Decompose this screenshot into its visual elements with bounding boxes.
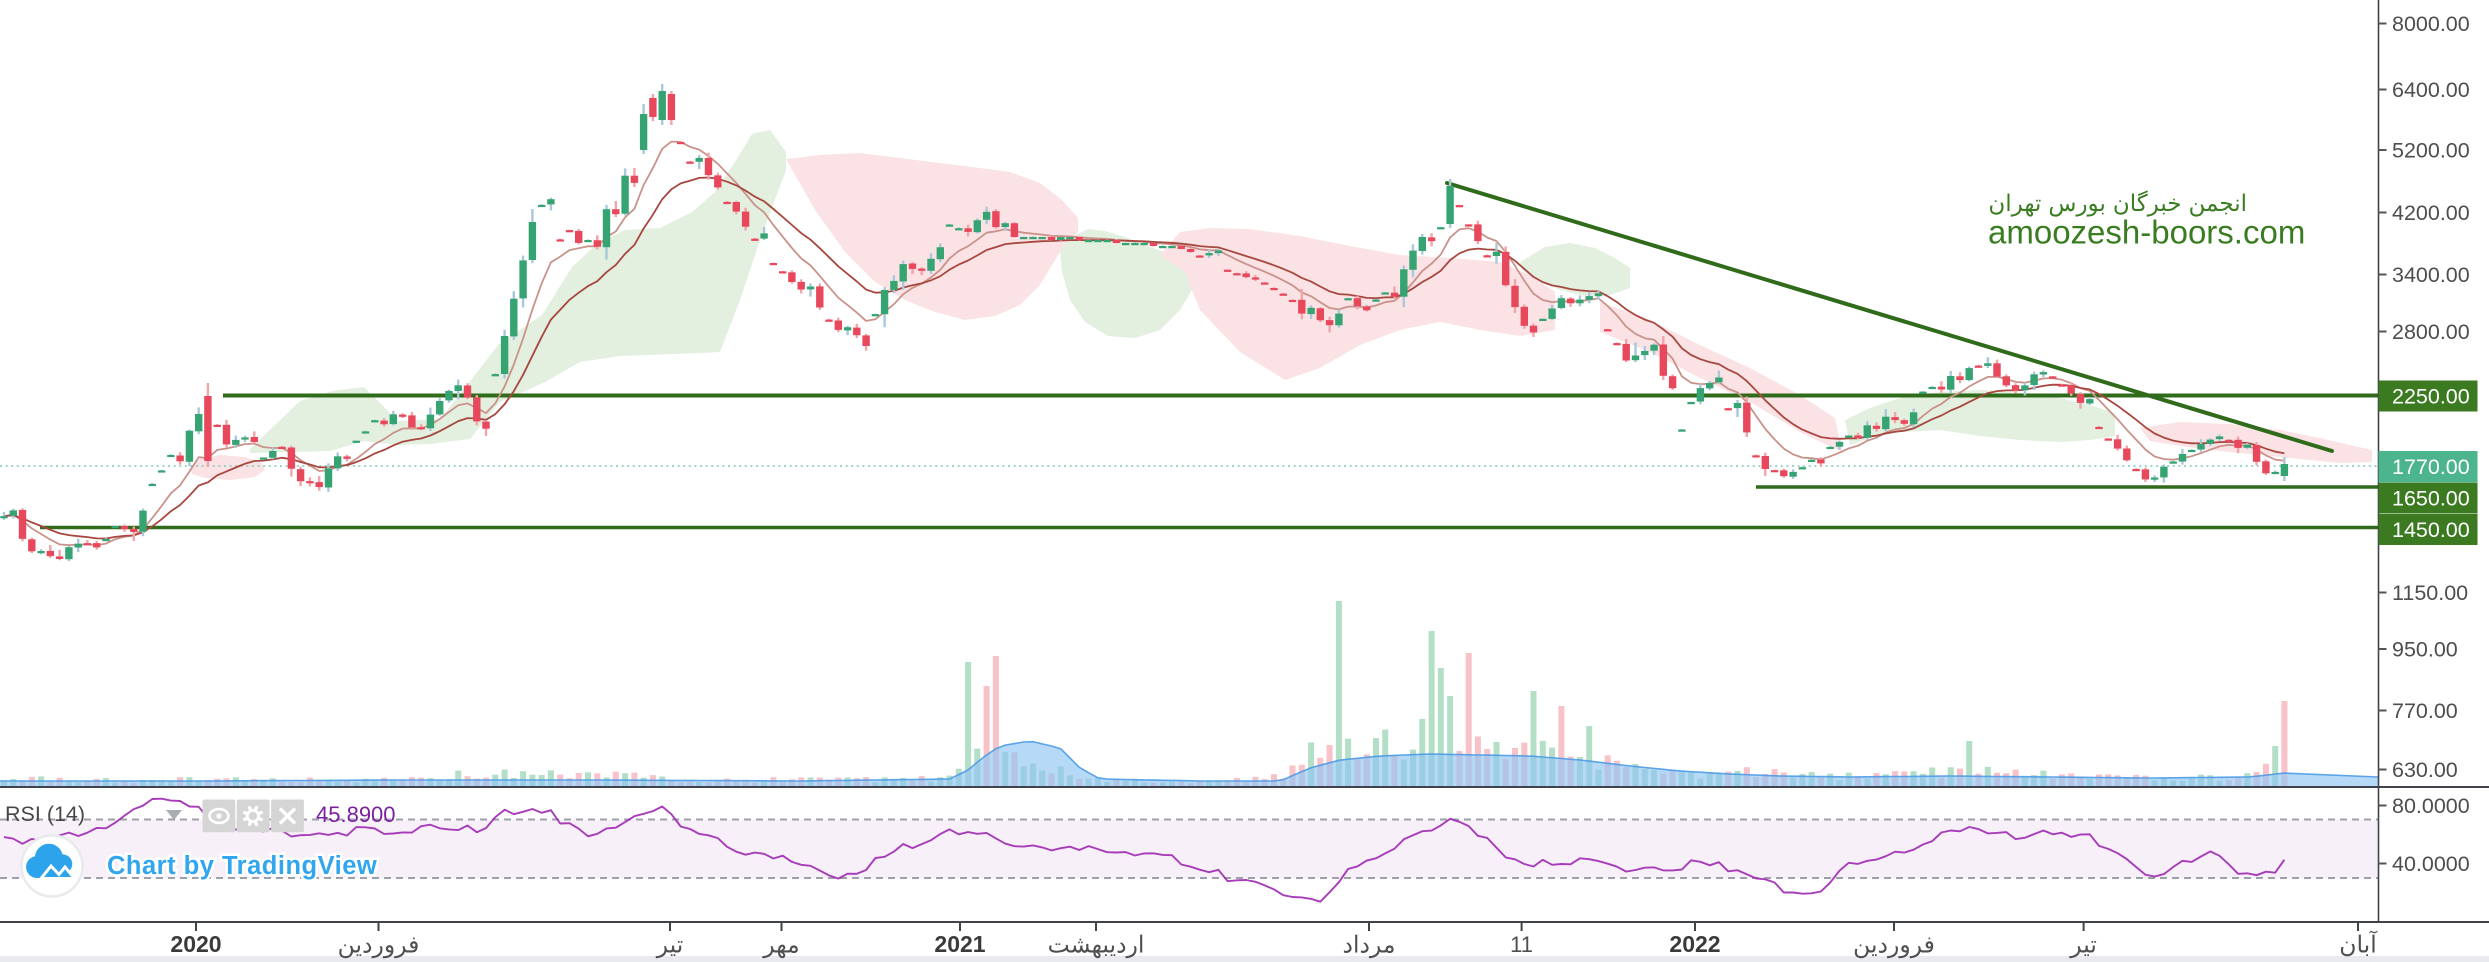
svg-text:4200.00: 4200.00 [2392,201,2470,225]
svg-text:2021: 2021 [934,931,985,957]
svg-text:1450.00: 1450.00 [2392,518,2470,542]
svg-text:11: 11 [1510,932,1533,957]
svg-text:630.00: 630.00 [2392,758,2458,782]
svg-text:45.8900: 45.8900 [316,802,396,827]
svg-text:5200.00: 5200.00 [2392,139,2470,163]
svg-text:770.00: 770.00 [2392,699,2458,723]
svg-text:1770.00: 1770.00 [2392,455,2470,479]
svg-text:Chart by TradingView: Chart by TradingView [107,852,377,880]
svg-text:8000.00: 8000.00 [2392,12,2470,36]
svg-text:3400.00: 3400.00 [2392,263,2470,287]
svg-text:6400.00: 6400.00 [2392,78,2470,102]
svg-text:amoozesh-boors.com: amoozesh-boors.com [1988,214,2305,251]
svg-text:80.0000: 80.0000 [2392,794,2470,818]
svg-text:40.0000: 40.0000 [2392,852,2470,876]
svg-text:2250.00: 2250.00 [2392,385,2470,409]
svg-text:950.00: 950.00 [2392,638,2458,662]
svg-text:RSI (14): RSI (14) [5,802,85,826]
svg-text:2020: 2020 [170,931,221,957]
svg-text:1650.00: 1650.00 [2392,486,2470,510]
svg-text:1150.00: 1150.00 [2392,581,2468,605]
svg-text:2022: 2022 [1669,931,1720,957]
svg-text:2800.00: 2800.00 [2392,320,2470,344]
